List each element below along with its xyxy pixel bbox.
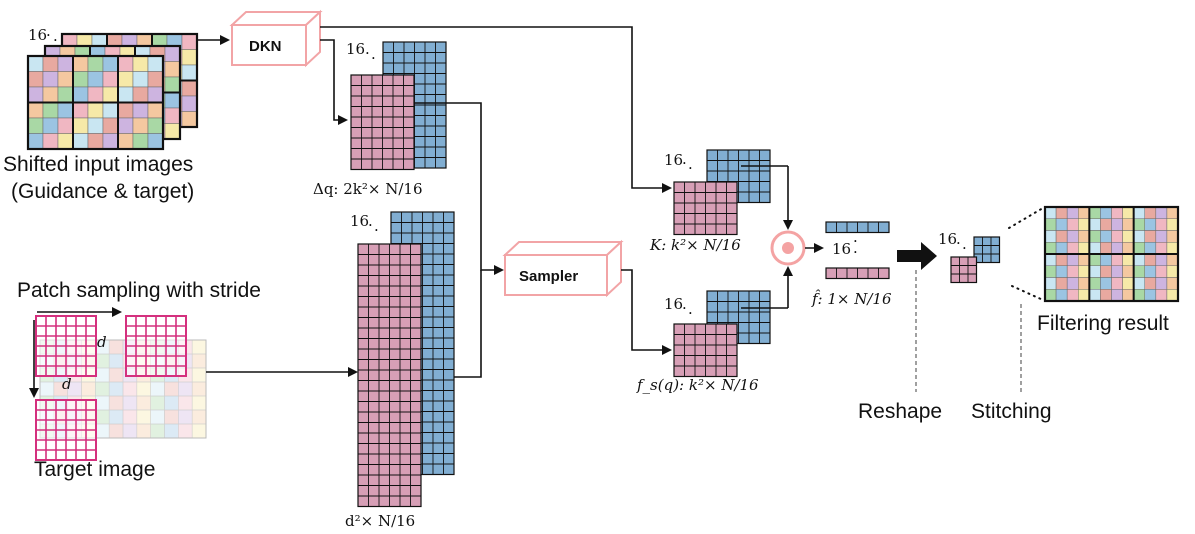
shifted-input-images (26, 32, 199, 151)
arrow-dkn-to-kernel (320, 26, 672, 193)
dkn-label: DKN (249, 38, 282, 55)
elementwise-product-icon (770, 230, 806, 266)
patch-sampling-label: Patch sampling with stride (17, 279, 261, 302)
kernel-stack-dots: · (682, 154, 687, 172)
offset-stack-dots: · (365, 44, 370, 62)
patch-count-16: 16 (350, 212, 369, 230)
output-vector-blue (825, 221, 890, 234)
stride-d-vertical: d (62, 375, 72, 393)
patch-stack-dots: · (368, 216, 373, 234)
sampled-features-tensor (673, 290, 771, 378)
filtering-result-image (1043, 205, 1180, 303)
output-dot-2: · (853, 243, 858, 261)
output-count-16: 16 (832, 240, 851, 258)
kernel-count-16: 16 (664, 151, 683, 169)
kernel-stack-dots-2: · (688, 159, 693, 177)
sampled-stack-dots: · (682, 299, 687, 317)
sampled-shape-label: f_s(q): k²× N/16 (636, 376, 759, 394)
sampled-stack-dots-2: · (688, 304, 693, 322)
sampler-label: Sampler (519, 268, 578, 285)
output-dot-1: · (853, 232, 858, 250)
kernel-tensor (673, 149, 771, 236)
kernel-shape-label: K: k²× N/16 (649, 236, 741, 254)
target-image-label: Target image (34, 458, 155, 481)
patch-tensor (357, 211, 455, 508)
input-stack-dots-2: · (53, 31, 58, 49)
reshape-label: Reshape (858, 400, 942, 423)
reshaped-stack-dots-2: · (962, 239, 967, 257)
line-patches-to-sampler (454, 270, 482, 378)
output-vector-pink (825, 267, 890, 280)
arrow-sampler-to-fsq (621, 269, 672, 355)
patch-stack-dots-2: · (374, 221, 379, 239)
reshaped-count-16: 16 (938, 230, 957, 248)
kernel-tensor-pink (673, 181, 738, 236)
offset-tensor (350, 41, 447, 171)
stitching-label: Stitching (971, 400, 1052, 423)
reshaped-tile-blue (973, 236, 1001, 264)
input-stack-dots: · (46, 26, 51, 44)
reshaped-tiles (950, 236, 1001, 284)
arrow-dkn-to-offsets (320, 39, 348, 125)
input-caption-line-2: (Guidance & target) (11, 180, 194, 203)
output-vectors (825, 221, 890, 280)
reshaped-tile-pink (950, 256, 978, 284)
sampler-box: Sampler (502, 239, 624, 298)
reshaped-stack-dots: · (956, 234, 961, 252)
input-count-16: 16 (28, 26, 47, 44)
zoom-line-top (1008, 207, 1044, 229)
offset-count-16: 16 (346, 40, 365, 58)
dkn-box: DKN (229, 9, 323, 68)
patch-top-left (35, 315, 97, 377)
patch-top-right (125, 315, 187, 377)
reshape-arrow (897, 242, 937, 270)
sampled-tensor-pink (673, 323, 738, 378)
arrow-offsets-to-sampler (414, 102, 504, 275)
mosaic-front (26, 54, 165, 151)
sampled-count-16: 16 (664, 295, 683, 313)
input-caption-line-1: Shifted input images (3, 153, 193, 176)
filtering-result-mosaic (1043, 205, 1180, 303)
output-shape-label: f̂: 1× N/16 (811, 290, 892, 308)
stride-d-horizontal: d (97, 333, 107, 351)
offset-shape-label: Δq: 2k²× N/16 (313, 180, 423, 198)
patch-bottom-left (35, 399, 97, 461)
patch-shape-label: d²× N/16 (345, 512, 415, 530)
zoom-line-bottom (1011, 285, 1044, 301)
offset-stack-dots-2: · (371, 49, 376, 67)
patch-tensor-pink (357, 243, 422, 508)
offset-tensor-pink (350, 74, 415, 171)
filtering-result-label: Filtering result (1037, 312, 1169, 335)
